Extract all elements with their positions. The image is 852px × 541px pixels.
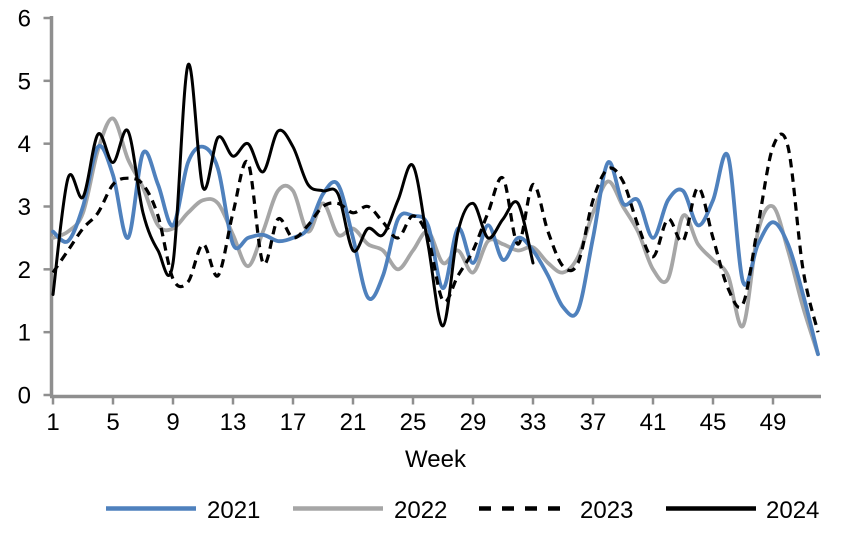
legend-item-2024: 2024 xyxy=(666,497,819,524)
series-line-2022 xyxy=(51,116,820,357)
legend-label-2021: 2021 xyxy=(207,497,260,524)
x-tick-label: 45 xyxy=(700,409,727,436)
y-tick-label: 2 xyxy=(18,257,31,284)
legend: 2021 2022 2023 2024 xyxy=(106,497,819,524)
x-axis-title: Week xyxy=(405,446,467,473)
x-tick-label: 5 xyxy=(106,409,119,436)
y-tick-label: 4 xyxy=(18,131,31,158)
legend-label-2023: 2023 xyxy=(580,497,633,524)
x-tick-label: 9 xyxy=(166,409,179,436)
x-tick-label: 13 xyxy=(220,409,247,436)
x-tick-label: 21 xyxy=(340,409,367,436)
x-tick-label: 49 xyxy=(760,409,787,436)
x-tick-label: 17 xyxy=(280,409,307,436)
series-lines xyxy=(51,63,820,357)
x-tick-label: 33 xyxy=(520,409,547,436)
legend-label-2022: 2022 xyxy=(394,497,447,524)
y-tick-label: 5 xyxy=(18,68,31,95)
x-tick-label: 1 xyxy=(46,409,59,436)
legend-item-2022: 2022 xyxy=(293,497,447,524)
series-line-2023 xyxy=(51,132,820,333)
x-tick-label: 37 xyxy=(580,409,607,436)
y-tick-label: 3 xyxy=(18,194,31,221)
legend-label-2024: 2024 xyxy=(766,497,819,524)
legend-item-2021: 2021 xyxy=(106,497,260,524)
x-tick-label: 41 xyxy=(640,409,667,436)
y-tick-label: 6 xyxy=(18,6,31,33)
series-line-2024 xyxy=(51,63,535,328)
y-tick-label: 1 xyxy=(18,320,31,347)
y-tick-label: 0 xyxy=(18,383,31,410)
x-tick-label: 25 xyxy=(400,409,427,436)
x-tick-label: 29 xyxy=(460,409,487,436)
legend-item-2023: 2023 xyxy=(479,497,633,524)
